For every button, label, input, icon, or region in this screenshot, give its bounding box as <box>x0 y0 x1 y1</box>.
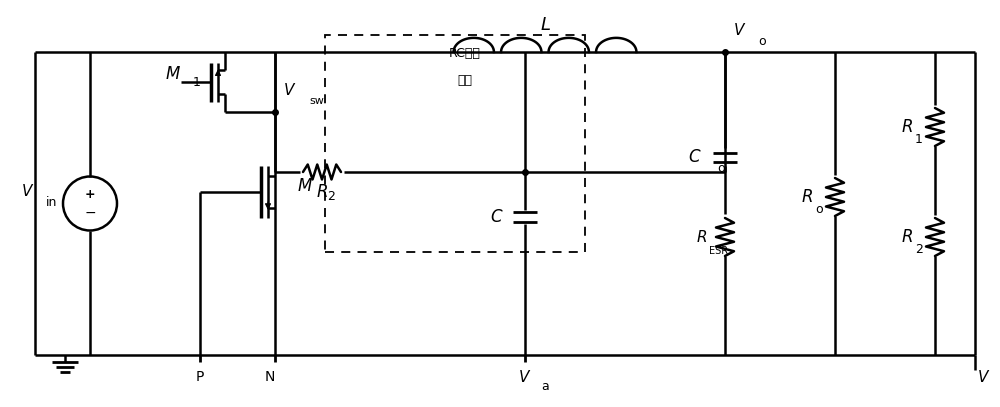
Text: $M$: $M$ <box>165 65 181 83</box>
Text: o: o <box>815 203 823 215</box>
Text: a: a <box>541 379 549 392</box>
Text: 2: 2 <box>915 243 923 256</box>
Text: ESR: ESR <box>709 246 728 256</box>
Text: +: + <box>85 188 95 201</box>
Text: in: in <box>46 196 57 209</box>
Text: $M$: $M$ <box>297 177 313 195</box>
Text: 电路: 电路 <box>458 74 473 87</box>
Text: $R$: $R$ <box>901 228 913 246</box>
Text: $R$: $R$ <box>696 229 707 245</box>
Text: N: N <box>265 370 275 384</box>
Text: $V$: $V$ <box>518 369 532 385</box>
Text: $L$: $L$ <box>540 16 550 34</box>
Text: $R$: $R$ <box>901 118 913 136</box>
Text: $V$: $V$ <box>283 82 296 98</box>
Text: $C$: $C$ <box>490 208 504 226</box>
Text: P: P <box>196 370 204 384</box>
Text: $V$: $V$ <box>21 184 35 199</box>
Text: 2: 2 <box>327 190 335 203</box>
Bar <box>325 35 585 252</box>
Text: $R$: $R$ <box>801 188 813 206</box>
Text: 1: 1 <box>915 133 923 145</box>
Text: o: o <box>758 35 766 48</box>
Text: RC采样: RC采样 <box>449 46 481 59</box>
Text: $C$: $C$ <box>688 148 702 166</box>
Text: $V$: $V$ <box>733 22 746 38</box>
Text: $R$: $R$ <box>316 183 328 201</box>
Text: −: − <box>84 206 96 219</box>
Text: o: o <box>717 162 725 175</box>
Text: 1: 1 <box>193 76 201 88</box>
Text: sw: sw <box>309 96 324 106</box>
Text: $V$: $V$ <box>977 369 990 385</box>
